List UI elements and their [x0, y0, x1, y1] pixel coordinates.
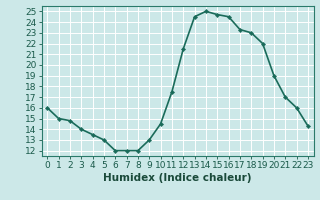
X-axis label: Humidex (Indice chaleur): Humidex (Indice chaleur): [103, 173, 252, 183]
